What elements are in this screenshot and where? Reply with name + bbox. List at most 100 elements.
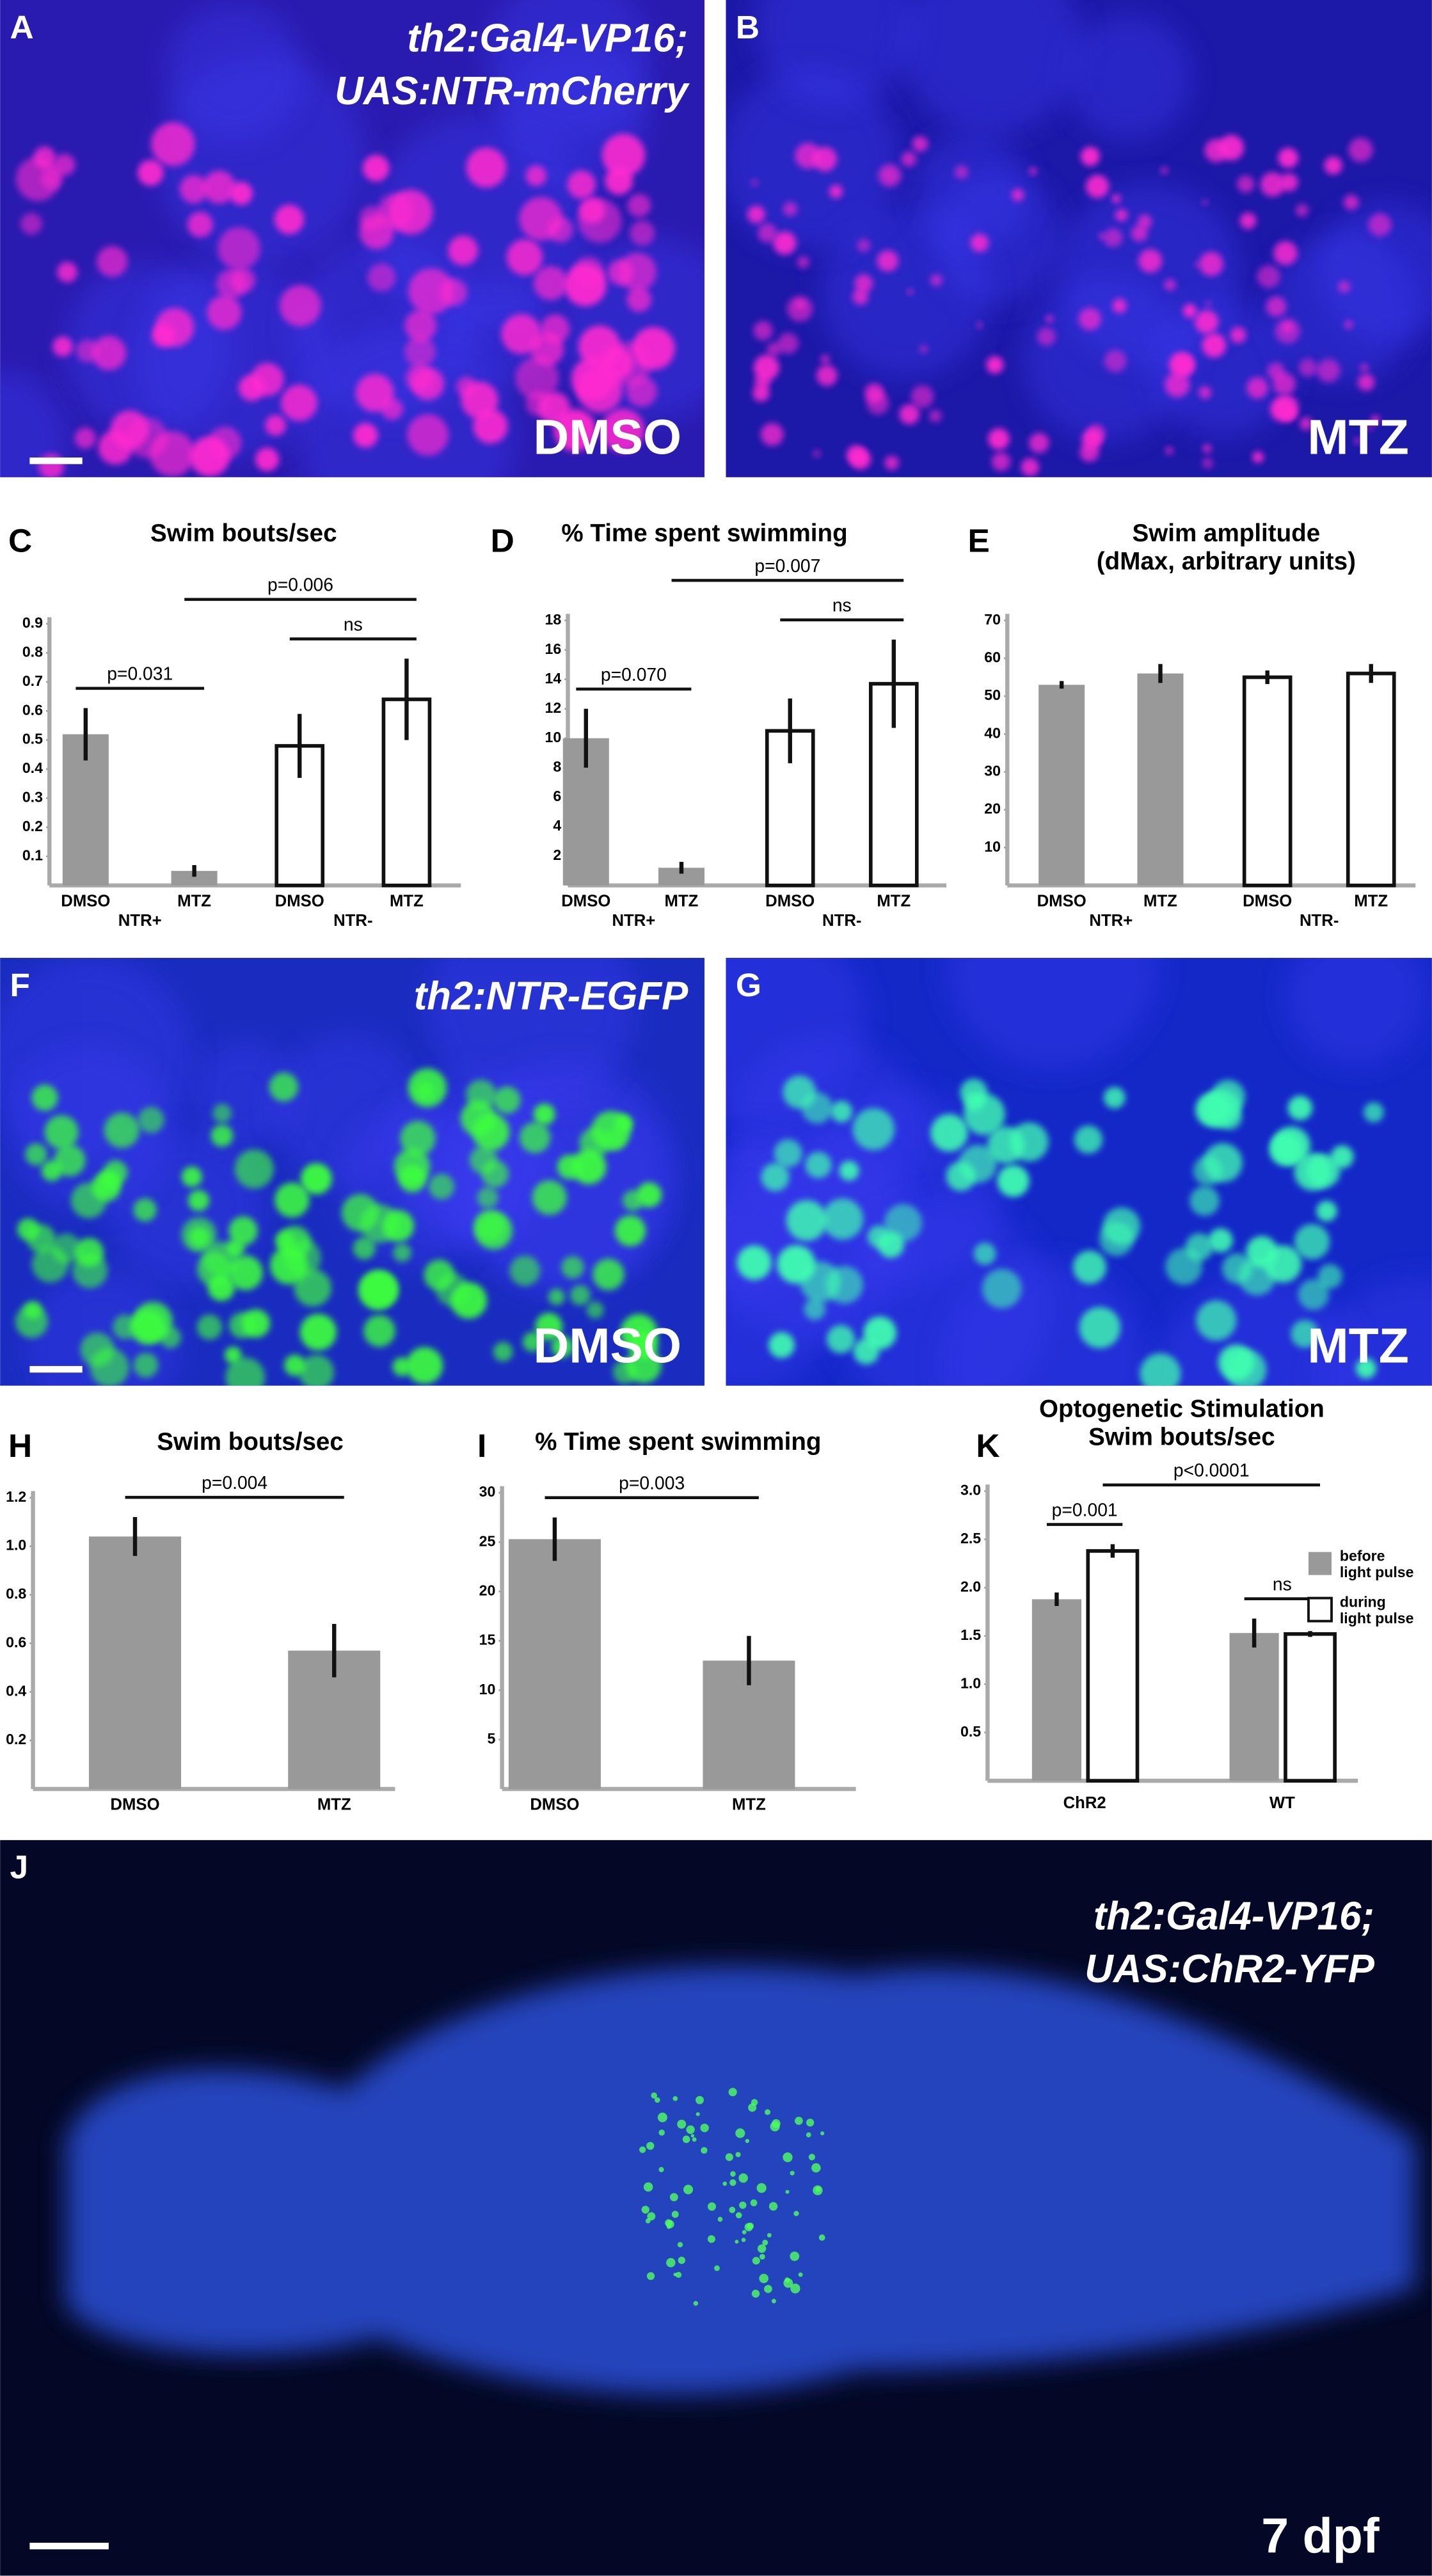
cell xyxy=(1272,1126,1310,1165)
panel-letter: C xyxy=(8,521,32,559)
speck xyxy=(672,2095,678,2101)
bar xyxy=(171,871,218,886)
y-tick-label: 0.8 xyxy=(6,1586,26,1602)
cell xyxy=(607,259,633,286)
micrograph-content xyxy=(0,0,704,477)
y-tick-label: 14 xyxy=(545,670,561,687)
speck xyxy=(735,2128,745,2138)
cell xyxy=(973,1243,996,1265)
haze xyxy=(726,958,866,1124)
significance-label: p=0.007 xyxy=(754,555,820,576)
bar xyxy=(508,1539,601,1789)
cell xyxy=(1104,349,1127,372)
cell xyxy=(359,205,385,231)
y-tick-label: 16 xyxy=(545,640,561,657)
cell xyxy=(1221,1253,1253,1284)
y-tick-label: 30 xyxy=(984,762,1001,779)
speck xyxy=(806,2119,815,2127)
cell xyxy=(1196,1300,1237,1341)
cell xyxy=(52,336,73,357)
cell xyxy=(1360,363,1369,372)
cell xyxy=(1344,320,1353,329)
cell xyxy=(1140,1353,1181,1386)
cell xyxy=(25,1143,47,1166)
cell xyxy=(1348,138,1373,163)
cell xyxy=(768,1332,795,1358)
cell xyxy=(783,1075,816,1109)
speck xyxy=(669,2193,678,2202)
cell xyxy=(1189,1186,1220,1216)
group-label: NTR+ xyxy=(1089,912,1133,930)
bar xyxy=(1242,675,1293,887)
speck xyxy=(762,2239,768,2246)
cell xyxy=(522,1332,543,1352)
significance-label: p=0.004 xyxy=(202,1472,267,1493)
cell xyxy=(612,1360,637,1385)
cell xyxy=(567,170,596,199)
speck xyxy=(735,2212,742,2219)
cell xyxy=(228,1255,263,1291)
cell xyxy=(1354,438,1361,444)
cell xyxy=(138,1106,164,1133)
speck xyxy=(675,2271,682,2278)
cell xyxy=(570,1285,591,1306)
group-label: NTR- xyxy=(333,912,372,930)
speck xyxy=(671,2211,679,2218)
cell xyxy=(846,445,866,465)
cell xyxy=(228,1216,258,1246)
genotype-caption: th2:Gal4-VP16; xyxy=(1094,1894,1374,1938)
cell xyxy=(44,1115,79,1150)
speck xyxy=(751,2289,760,2298)
y-tick-label: 5 xyxy=(487,1730,495,1747)
x-tick-label: DMSO xyxy=(110,1795,159,1813)
cell xyxy=(954,165,969,179)
y-tick-label: 1.5 xyxy=(960,1626,981,1643)
bar xyxy=(1038,685,1085,886)
speck xyxy=(651,2092,657,2099)
cell xyxy=(822,1198,864,1240)
cell xyxy=(1195,1093,1230,1127)
cell xyxy=(760,423,784,446)
cell xyxy=(1138,249,1163,273)
chart-title: % Time spent swimming xyxy=(535,1428,821,1456)
cell xyxy=(493,1086,521,1114)
cell xyxy=(753,321,773,340)
cell xyxy=(460,1101,497,1136)
y-tick-label: 2.0 xyxy=(960,1578,981,1594)
cell xyxy=(202,170,236,204)
significance-label: ns xyxy=(1273,1574,1292,1594)
cell xyxy=(155,308,195,347)
cell xyxy=(225,1357,266,1386)
legend-swatch xyxy=(1307,1596,1333,1623)
cell xyxy=(1202,199,1208,205)
speck xyxy=(728,2088,737,2097)
cell xyxy=(408,268,454,315)
cell xyxy=(1338,280,1351,293)
cell xyxy=(1072,1250,1107,1284)
cell xyxy=(238,374,265,401)
cell xyxy=(466,147,507,188)
speck xyxy=(701,2147,708,2154)
speck xyxy=(654,2097,660,2103)
chart: I % Time spent swimming 5 10 15 20 25 30 DMSO MTZ… xyxy=(477,1427,856,1813)
cell xyxy=(1252,451,1264,463)
speck xyxy=(696,2112,700,2117)
chart: D % Time spent swimming 2 4 6 8 10 12 14 16 18 DMSO… xyxy=(491,520,947,930)
cell xyxy=(520,1122,551,1154)
cell xyxy=(525,165,547,187)
cell xyxy=(278,1226,312,1259)
cell xyxy=(1298,1279,1329,1310)
bar xyxy=(1137,673,1184,886)
y-tick-label: 20 xyxy=(984,800,1001,817)
cell xyxy=(1079,442,1099,462)
cell xyxy=(812,147,838,171)
cell xyxy=(532,1180,567,1215)
panel-letter: E xyxy=(968,521,990,559)
speck xyxy=(793,2211,799,2216)
cell xyxy=(1208,1228,1233,1253)
cell xyxy=(31,1084,58,1111)
cell xyxy=(207,295,242,330)
cell xyxy=(774,1139,802,1168)
micrograph-content xyxy=(726,0,1432,477)
